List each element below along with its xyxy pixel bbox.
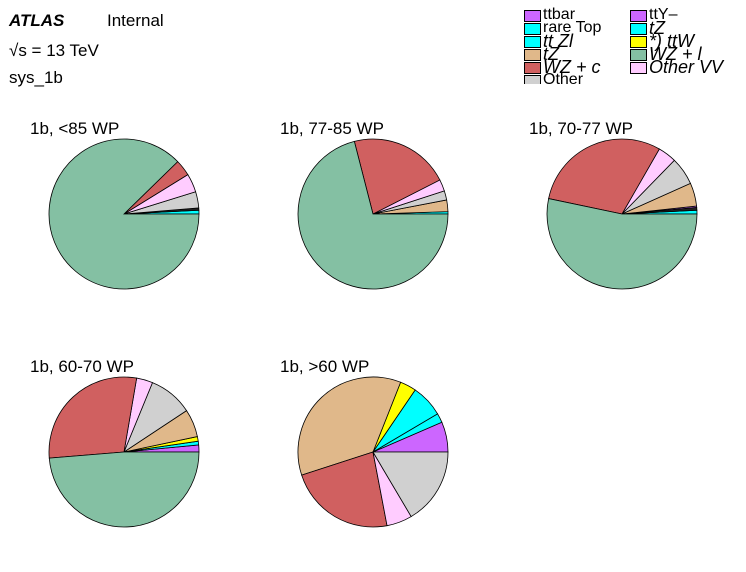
legend-swatch	[524, 62, 541, 74]
pie-slice	[301, 451, 388, 528]
internal-label: Internal	[107, 11, 164, 30]
legend-swatch	[630, 49, 647, 61]
pie-title: 1b, >60 WP	[280, 357, 369, 376]
pie-slice	[372, 451, 449, 518]
legend-swatch	[630, 10, 647, 22]
legend-swatch	[630, 23, 647, 35]
legend-label: WZ + c	[543, 57, 601, 77]
legend-label: WZ + l	[649, 44, 702, 64]
legend-label: rare Top	[543, 19, 602, 36]
pie-slice	[48, 451, 200, 528]
pie-slice	[548, 138, 660, 215]
legend-swatch	[630, 36, 647, 48]
legend-label: tZ	[543, 44, 559, 64]
pie-chart: 1b, 77-85 WP	[280, 119, 449, 290]
legend-label: Other	[543, 71, 584, 84]
legend-swatch	[524, 49, 541, 61]
pie-slice	[48, 138, 200, 290]
legend-swatch	[524, 23, 541, 35]
energy-label: √s = 13 TeV	[9, 41, 99, 60]
legend-swatch	[524, 10, 541, 22]
legend-swatch	[524, 36, 541, 48]
systematic-label: sys_1b	[9, 68, 63, 87]
pie-title: 1b, 77-85 WP	[280, 119, 384, 138]
pie-title: 1b, 70-77 WP	[529, 119, 633, 138]
pie-title: 1b, <85 WP	[30, 119, 119, 138]
legend-label: tt Zl	[543, 31, 573, 51]
legend-label: ttbar	[543, 6, 576, 23]
pie-slice	[546, 198, 698, 290]
legend-label: ttY–	[649, 6, 678, 23]
pie-title: 1b, 60-70 WP	[30, 357, 134, 376]
legend: ttbar rare Top tt Zl tZ WZ + c Other ttY– tZ *) …	[524, 4, 746, 84]
pie-chart: 1b, 60-70 WP	[30, 357, 200, 528]
pie-slice	[297, 376, 402, 476]
legend-swatch	[630, 62, 647, 74]
legend-label: Other VV	[649, 57, 724, 77]
pie-chart: 1b, <85 WP	[30, 119, 200, 290]
legend-swatch	[524, 75, 541, 84]
atlas-label: ATLAS	[9, 11, 65, 30]
pie-slice	[48, 376, 138, 459]
pie-chart: 1b, >60 WP	[280, 357, 449, 528]
legend-label: *) ttW	[649, 31, 694, 51]
pie-chart: 1b, 70-77 WP	[529, 119, 698, 290]
pie-slice	[353, 138, 441, 215]
pie-slice	[297, 140, 449, 290]
legend-label: tZ	[649, 18, 665, 38]
